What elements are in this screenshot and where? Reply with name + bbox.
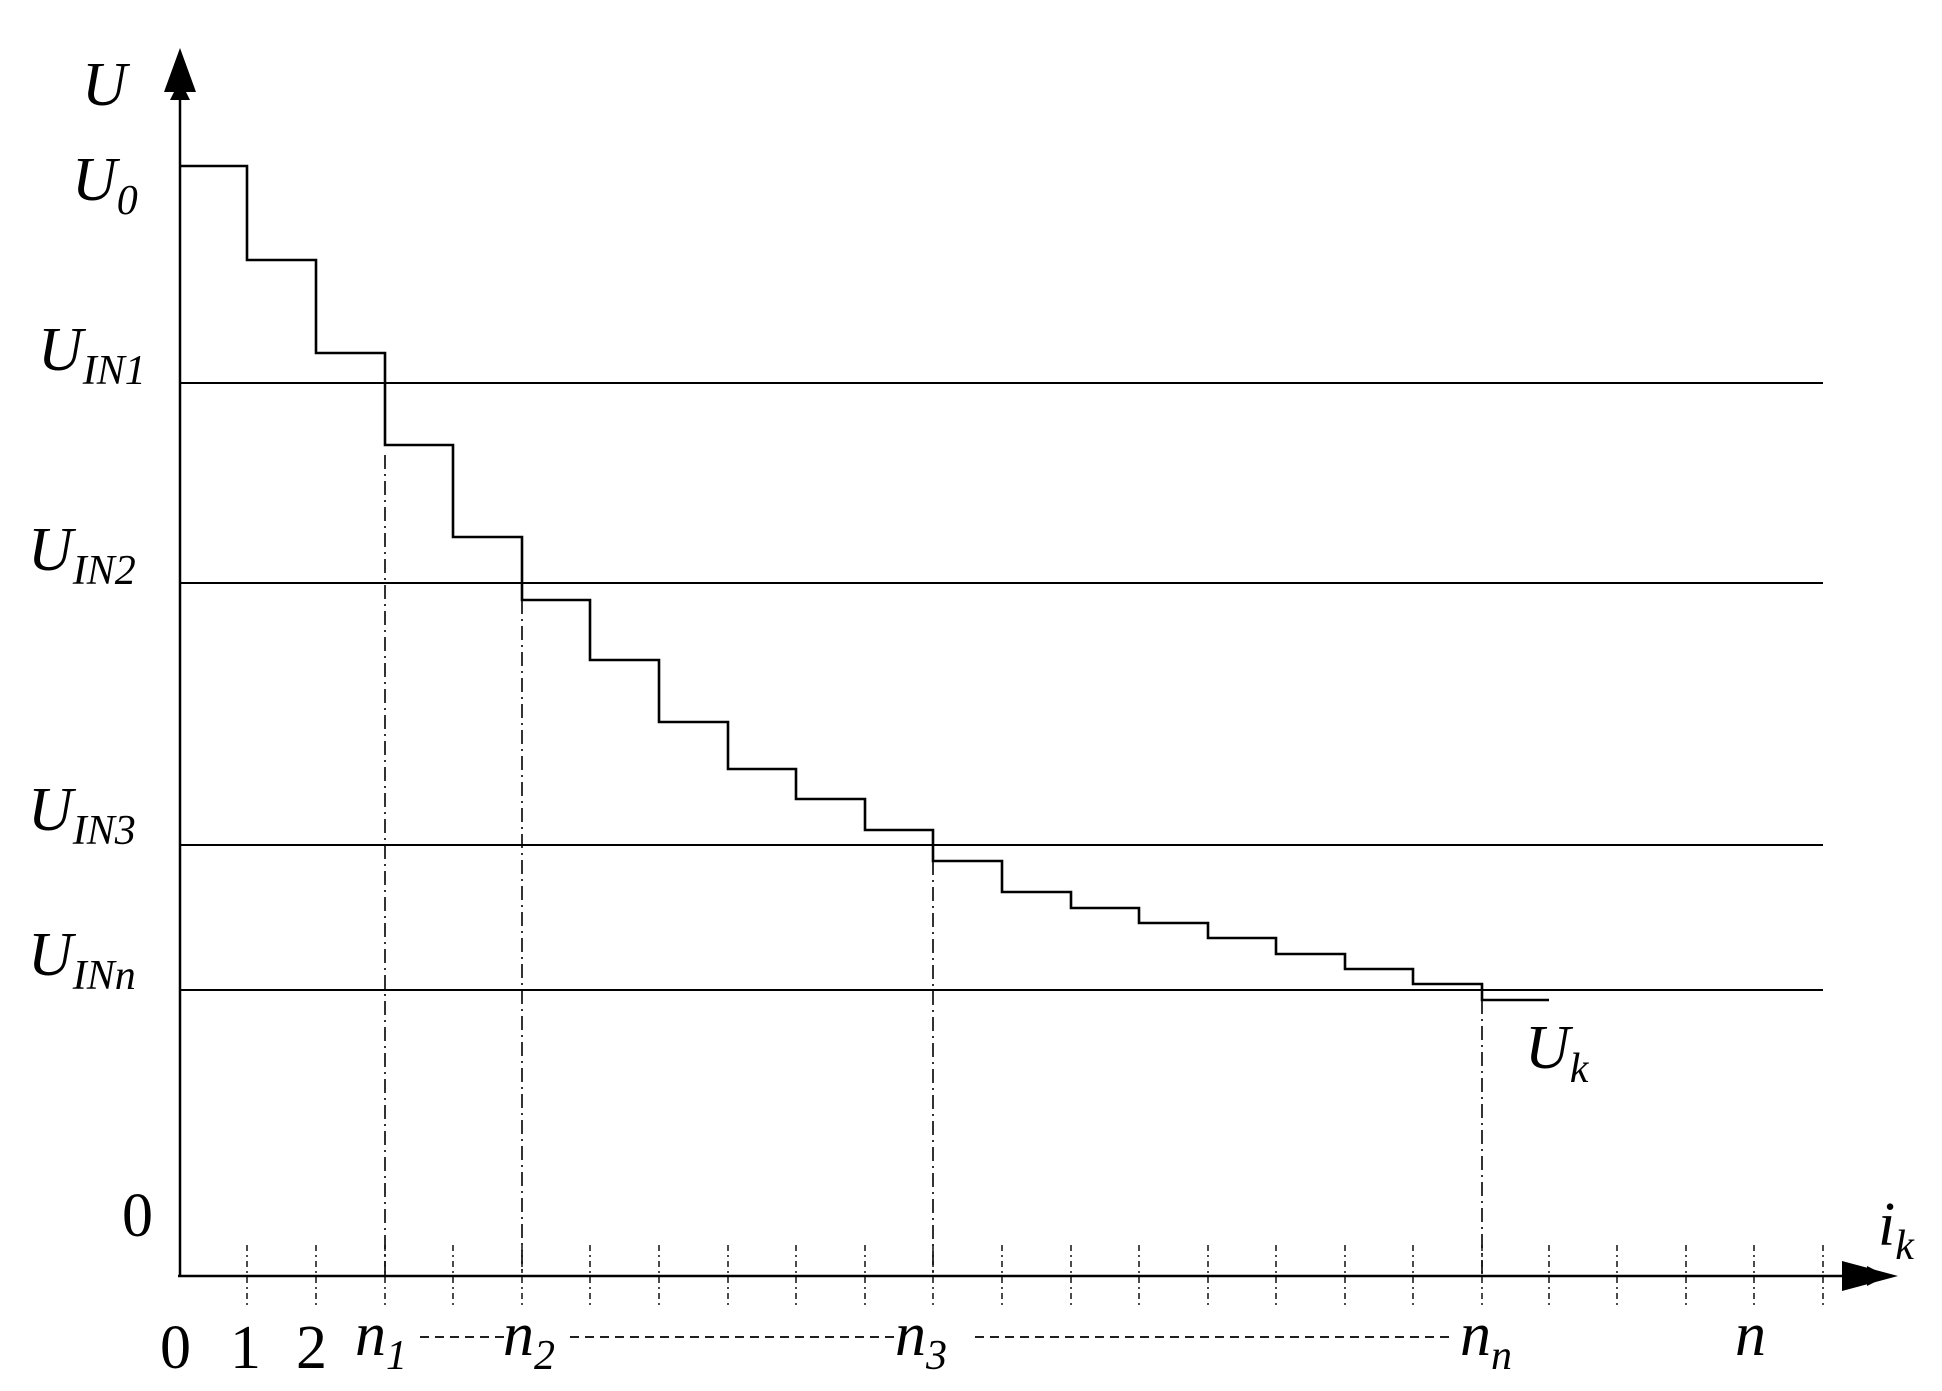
x-origin-label: 0 — [160, 1314, 191, 1382]
x-axis-ticks — [246, 1245, 1824, 1308]
x-label-nn-sub: n — [1491, 1333, 1512, 1379]
x-label-n2: n2 — [503, 1301, 555, 1379]
x-label-n3-base: n — [895, 1301, 926, 1369]
label-uin3-sub: IN3 — [72, 808, 136, 854]
x-label-n1-sub: 1 — [386, 1333, 407, 1379]
label-uin2-sub: IN2 — [72, 548, 136, 594]
label-u0-sub: 0 — [117, 178, 138, 224]
label-uin3-base: U — [28, 776, 77, 844]
y-axis-arrowhead — [164, 48, 196, 92]
x-label-nn: nn — [1460, 1301, 1512, 1379]
x-label-2: 2 — [296, 1314, 327, 1382]
label-uin1-sub: IN1 — [82, 348, 146, 394]
label-uin2-base: U — [28, 516, 77, 584]
label-uinn-base: U — [28, 921, 77, 989]
label-uin1: UIN1 — [38, 316, 146, 394]
x-label-n: n — [1735, 1301, 1766, 1369]
y-axis-label: U — [82, 51, 131, 119]
label-uin1-base: U — [38, 316, 87, 384]
x-label-nn-base: n — [1460, 1301, 1491, 1369]
voltage-staircase — [180, 164, 1549, 1002]
curve-label-uk-base: U — [1525, 1014, 1574, 1082]
y-origin-label: 0 — [122, 1182, 153, 1250]
label-uin2: UIN2 — [28, 516, 136, 594]
x-label-n2-base: n — [503, 1301, 534, 1369]
label-u0: U0 — [72, 146, 138, 224]
x-axis-label: ik — [1878, 1191, 1915, 1269]
x-label-n3: n3 — [895, 1301, 947, 1379]
x-axis-arrowhead — [1842, 1261, 1898, 1291]
label-uin3: UIN3 — [28, 776, 136, 854]
x-label-n1: n1 — [355, 1301, 407, 1379]
x-label-n1-base: n — [355, 1301, 386, 1369]
x-axis-label-sub: k — [1895, 1223, 1915, 1269]
curve-label-uk: Uk — [1525, 1014, 1590, 1092]
curve-label-uk-sub: k — [1570, 1046, 1590, 1092]
label-uinn: UINn — [28, 921, 136, 999]
x-label-n2-sub: 2 — [534, 1333, 555, 1379]
x-label-n3-sub: 3 — [925, 1333, 947, 1379]
label-u0-base: U — [72, 146, 121, 214]
x-label-1: 1 — [230, 1314, 261, 1382]
label-uinn-sub: INn — [72, 953, 136, 999]
x-axis-label-base: i — [1878, 1191, 1895, 1259]
